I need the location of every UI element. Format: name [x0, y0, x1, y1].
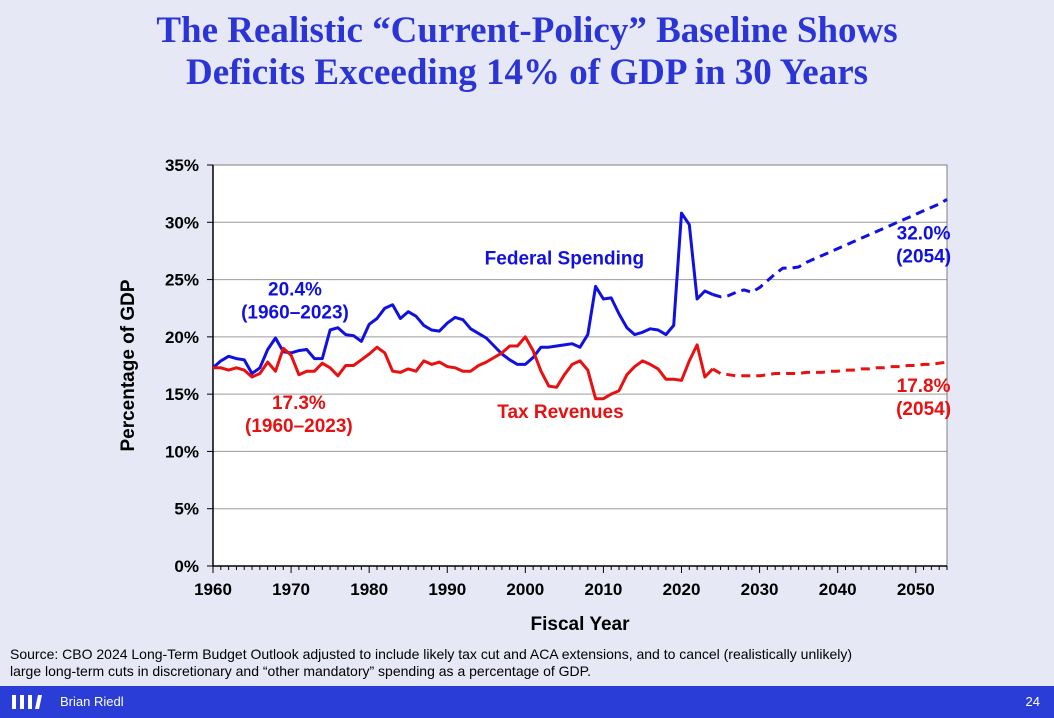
annotation-rev-end-year: (2054) [896, 399, 951, 420]
y-tick-label: 20% [165, 328, 199, 347]
y-axis-title: Percentage of GDP [118, 279, 139, 451]
series-line-projection-spending [712, 198, 948, 299]
y-tick-label: 35% [165, 156, 199, 175]
y-tick-label: 30% [165, 213, 199, 232]
series-line-projection-revenues [711, 360, 948, 378]
x-tick-label: 2030 [741, 580, 779, 599]
x-tick-label: 1990 [428, 580, 466, 599]
series-line-spending [212, 211, 714, 375]
x-tick-label: 1980 [350, 580, 388, 599]
source-note-line-2: large long-term cuts in discretionary an… [10, 663, 592, 679]
x-tick-label: 2050 [897, 580, 935, 599]
author-name: Brian Riedl [60, 694, 124, 709]
x-tick-label: 1960 [194, 580, 232, 599]
annotation-spend-avg-value: 20.4% [268, 280, 322, 301]
page-number: 24 [1025, 694, 1040, 709]
annotation-spend-end-value: 32.0% [897, 223, 951, 244]
slide-title: The Realistic “Current-Policy” Baseline … [0, 10, 1054, 94]
source-note: Source: CBO 2024 Long-Term Budget Outloo… [10, 646, 1030, 680]
annotation-rev-avg-period: (1960–2023) [245, 416, 353, 437]
annotation-spend-end-year: (2054) [896, 246, 951, 267]
deficit-line-chart: 0% 5% 10% 15% 20% 25% 30% 35% 1960 1970 1980 1990 20… [118, 156, 951, 635]
plot-area [213, 165, 947, 566]
annotation-spend-avg-period: (1960–2023) [241, 303, 349, 324]
annotation-rev-avg-value: 17.3% [272, 393, 326, 414]
footer-bar: Brian Riedl 24 [0, 686, 1054, 718]
series-line-revenues [213, 335, 714, 401]
x-axis-title: Fiscal Year [531, 614, 631, 635]
x-tick-label: 1970 [272, 580, 310, 599]
y-tick-label: 5% [174, 500, 199, 519]
y-tick-label: 25% [165, 271, 199, 290]
x-tick-label: 2040 [819, 580, 857, 599]
annotation-rev-name: Tax Revenues [497, 402, 623, 423]
y-tick-label: 0% [174, 557, 199, 576]
y-tick-label: 10% [165, 442, 199, 461]
x-tick-label: 2020 [663, 580, 701, 599]
annotation-rev-end-value: 17.8% [897, 376, 951, 397]
x-tick-label: 2000 [506, 580, 544, 599]
annotation-spend-name: Federal Spending [485, 249, 644, 270]
source-note-line-1: Source: CBO 2024 Long-Term Budget Outloo… [10, 646, 853, 662]
slide-title-line-1: The Realistic “Current-Policy” Baseline … [156, 10, 898, 51]
y-tick-label: 15% [165, 385, 199, 404]
logo-icon [12, 695, 42, 709]
slide-title-line-2: Deficits Exceeding 14% of GDP in 30 Year… [185, 52, 869, 93]
x-tick-label: 2010 [585, 580, 623, 599]
